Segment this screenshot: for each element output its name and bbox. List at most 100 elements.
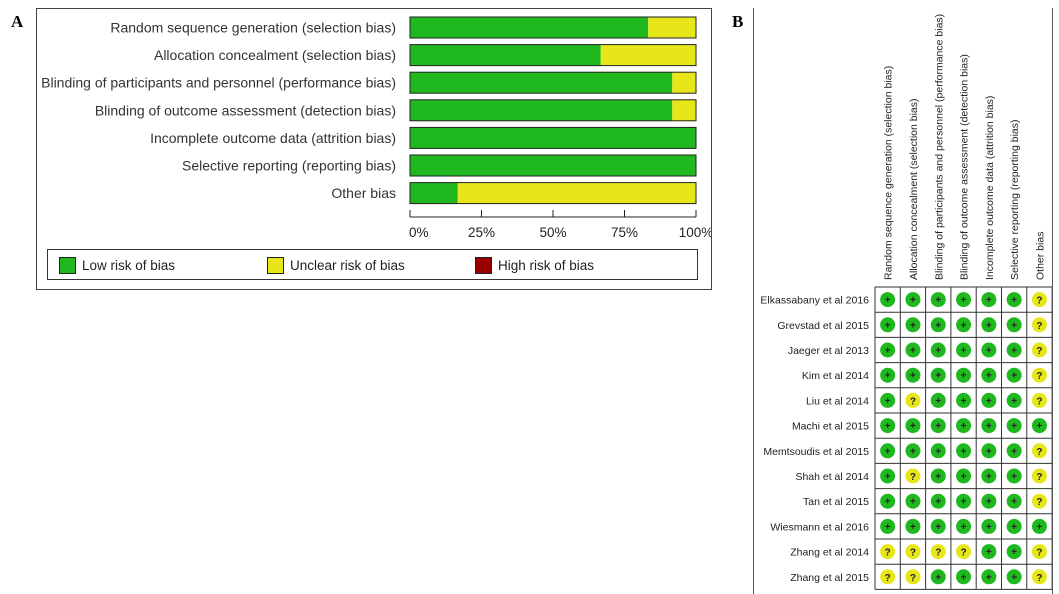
study-label-shah-et-al-2014: Shah et al 2014 [795, 471, 869, 483]
rating-symbol-8-4: + [986, 497, 992, 508]
rating-8-2 [930, 493, 946, 509]
bar-outline-6 [409, 182, 697, 205]
rating-symbol-11-1: ? [910, 573, 916, 584]
study-label-jaeger-et-al-2013: Jaeger et al 2013 [788, 345, 869, 357]
legend-item-high: High risk of bias [475, 256, 594, 274]
rating-symbol-7-2: + [935, 472, 941, 483]
rating-symbol-5-3: + [961, 421, 967, 432]
rating-symbol-8-3: + [961, 497, 967, 508]
bar-unclear-risk-of-bias-3 [672, 99, 696, 121]
study-label-elkassabany-et-al-2016: Elkassabany et al 2016 [760, 295, 869, 307]
rating-2-3 [956, 342, 972, 358]
rating-8-3 [956, 493, 972, 509]
rating-4-4 [981, 392, 997, 408]
rating-symbol-2-1: + [910, 346, 916, 357]
rating-symbol-9-5: + [1011, 522, 1017, 533]
rating-symbol-9-3: + [961, 522, 967, 533]
rating-symbol-1-3: + [961, 320, 967, 331]
legend-label-low: Low risk of bias [82, 257, 176, 273]
bar-outline-0 [409, 16, 697, 39]
rating-symbol-4-0: + [885, 396, 891, 407]
rating-symbol-7-0: + [885, 472, 891, 483]
rating-symbol-5-6: + [1037, 421, 1043, 432]
rating-9-0 [880, 518, 896, 534]
category-label-other-bias: Other bias [331, 185, 396, 201]
rating-2-2 [930, 342, 946, 358]
column-header-blinding-of-participants-and-personnel-performance-bias: Blinding of participants and personnel (… [933, 14, 945, 280]
rating-symbol-11-6: ? [1036, 573, 1042, 584]
bar-low-risk-of-bias-5 [410, 155, 696, 176]
rating-11-3 [956, 569, 972, 585]
rating-11-4 [981, 569, 997, 585]
risk-of-bias-summary: Random sequence generation (selection bi… [753, 8, 1053, 594]
rating-0-3 [956, 292, 972, 308]
rating-11-1 [905, 569, 921, 585]
rating-symbol-2-3: + [961, 346, 967, 357]
rating-symbol-3-6: ? [1036, 371, 1042, 382]
rating-3-5 [1006, 367, 1022, 383]
rating-symbol-2-0: + [885, 346, 891, 357]
rating-5-1 [905, 418, 921, 434]
column-header-random-sequence-generation-selection-bias: Random sequence generation (selection bi… [883, 66, 895, 280]
rating-11-5 [1006, 569, 1022, 585]
rating-symbol-2-5: + [1011, 346, 1017, 357]
study-label-tan-et-al-2015: Tan et al 2015 [803, 496, 869, 508]
rating-symbol-7-6: ? [1036, 472, 1042, 483]
rating-symbol-5-2: + [935, 421, 941, 432]
rating-4-5 [1006, 392, 1022, 408]
rating-symbol-7-5: + [1011, 472, 1017, 483]
rating-5-6 [1031, 418, 1047, 434]
rating-10-5 [1006, 544, 1022, 560]
rating-0-4 [981, 292, 997, 308]
bar-unclear-risk-of-bias-6 [457, 182, 696, 204]
rating-symbol-11-4: + [986, 572, 992, 583]
rating-1-1 [905, 317, 921, 333]
legend-swatch-low [59, 256, 76, 274]
rating-symbol-6-1: + [910, 446, 916, 457]
rating-6-2 [930, 443, 946, 459]
category-label-selective-reporting-reporting-bias: Selective reporting (reporting bias) [182, 158, 396, 174]
x-tick-label-4: 100% [679, 225, 711, 240]
rating-symbol-6-6: ? [1036, 447, 1042, 458]
rating-5-0 [880, 418, 896, 434]
rating-symbol-2-6: ? [1036, 346, 1042, 357]
study-label-kim-et-al-2014: Kim et al 2014 [802, 370, 869, 382]
rating-symbol-7-4: + [986, 472, 992, 483]
bar-low-risk-of-bias-4 [410, 127, 696, 149]
rating-1-4 [981, 317, 997, 333]
rating-7-0 [880, 468, 896, 484]
rating-8-6 [1031, 493, 1047, 509]
rating-2-6 [1031, 342, 1047, 358]
rating-symbol-11-2: + [935, 572, 941, 583]
rating-0-5 [1006, 292, 1022, 308]
rating-6-0 [880, 443, 896, 459]
study-label-memtsoudis-et-al-2015: Memtsoudis et al 2015 [763, 446, 869, 458]
rating-7-4 [981, 468, 997, 484]
legend: Low risk of bias Unclear risk of bias Hi… [47, 249, 698, 280]
category-label-random-sequence-generation-selection-bias: Random sequence generation (selection bi… [110, 20, 396, 36]
rating-7-6 [1031, 468, 1047, 484]
rating-9-2 [930, 518, 946, 534]
rating-3-3 [956, 367, 972, 383]
rating-symbol-1-6: ? [1036, 321, 1042, 332]
bar-outline-2 [409, 71, 697, 94]
bar-unclear-risk-of-bias-1 [600, 44, 696, 66]
rating-symbol-4-5: + [1011, 396, 1017, 407]
rating-symbol-9-2: + [935, 522, 941, 533]
rating-symbol-10-5: + [1011, 547, 1017, 558]
x-tick-label-1: 25% [468, 225, 495, 240]
rating-4-0 [880, 392, 896, 408]
category-label-blinding-of-outcome-assessment-detection-bias: Blinding of outcome assessment (detectio… [95, 102, 396, 118]
rating-symbol-8-5: + [1011, 497, 1017, 508]
rating-7-2 [930, 468, 946, 484]
bar-outline-1 [409, 44, 697, 67]
rating-1-2 [930, 317, 946, 333]
bar-low-risk-of-bias-6 [410, 182, 458, 204]
rating-7-1 [905, 468, 921, 484]
rating-2-4 [981, 342, 997, 358]
rating-symbol-0-5: + [1011, 295, 1017, 306]
rating-4-3 [956, 392, 972, 408]
x-tick-label-3: 75% [611, 225, 638, 240]
rating-3-6 [1031, 367, 1047, 383]
panel-label-b: B [732, 12, 744, 31]
